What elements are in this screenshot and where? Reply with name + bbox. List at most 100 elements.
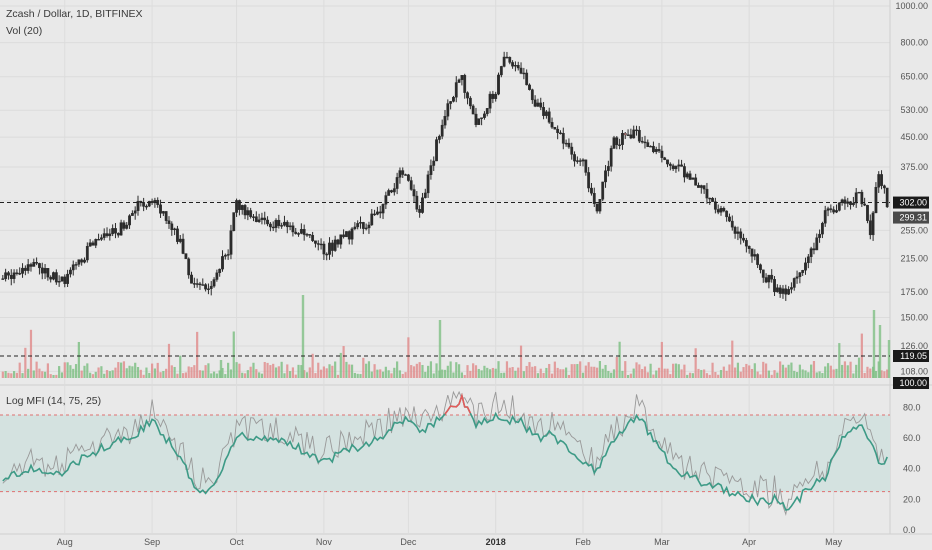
- candle-body: [370, 213, 374, 226]
- volume-legend[interactable]: Vol (20): [6, 25, 43, 37]
- candle-body: [297, 233, 300, 235]
- candle-body: [88, 242, 92, 247]
- candle-body: [195, 283, 199, 285]
- volume-bar: [97, 367, 100, 378]
- candle-body: [556, 128, 560, 134]
- candle-body: [333, 239, 337, 251]
- volume-bar: [714, 371, 717, 378]
- volume-bar: [176, 373, 179, 378]
- candle-body: [615, 137, 619, 146]
- chart-title[interactable]: Zcash / Dollar, 1D, BITFINEX: [6, 8, 143, 20]
- candle-body: [468, 97, 472, 107]
- candle-body: [452, 97, 455, 102]
- price-candles: [1, 51, 889, 301]
- candle-body: [621, 133, 624, 145]
- candle-body: [260, 217, 264, 220]
- candle-body: [502, 56, 506, 67]
- volume-bar: [387, 370, 390, 378]
- volume-bar: [111, 370, 114, 378]
- candle-body: [398, 170, 402, 178]
- candle-body: [218, 268, 222, 274]
- volume-bar: [365, 363, 368, 378]
- candle-body: [823, 210, 827, 224]
- candle-body: [221, 256, 224, 270]
- candle-body: [40, 267, 44, 274]
- candle-body: [412, 189, 416, 197]
- volume-line-tag-bg: [893, 350, 929, 362]
- volume-bar: [331, 365, 334, 378]
- volume-bar: [877, 361, 880, 378]
- volume-bar: [27, 368, 30, 378]
- candle-body: [863, 203, 867, 206]
- candle-body: [111, 228, 115, 235]
- candle-body: [671, 165, 675, 170]
- candle-body: [519, 67, 523, 74]
- volume-bar: [559, 369, 562, 378]
- volume-bar: [598, 361, 602, 378]
- volume-bar: [156, 362, 159, 378]
- price-tick-label: 215.00: [900, 253, 928, 263]
- candle-body: [877, 174, 881, 188]
- candle-body: [483, 113, 486, 118]
- volume-spike: [878, 325, 882, 378]
- candle-body: [643, 141, 647, 144]
- volume-bar: [38, 368, 41, 378]
- volume-spike: [887, 340, 891, 378]
- candle-body: [592, 193, 596, 204]
- volume-bar: [550, 373, 554, 378]
- volume-bar: [198, 370, 202, 378]
- volume-bar: [852, 373, 855, 378]
- mfi-legend[interactable]: Log MFI (14, 75, 25): [6, 395, 102, 407]
- time-tick-label: May: [825, 537, 843, 547]
- volume-bar: [367, 361, 371, 378]
- candle-body: [263, 217, 267, 221]
- volume-bar: [4, 371, 7, 378]
- candle-body: [170, 223, 174, 230]
- volume-bar: [776, 372, 779, 378]
- candle-body: [719, 208, 723, 213]
- volume-bar: [353, 372, 356, 378]
- volume-bar: [652, 374, 655, 378]
- volume-bar: [826, 363, 830, 378]
- volume-bar: [32, 370, 35, 378]
- volume-bar: [581, 372, 585, 378]
- candle-body: [178, 238, 182, 242]
- candle-body: [406, 174, 410, 181]
- volume-bar: [474, 365, 478, 378]
- candle-body: [46, 268, 50, 278]
- volume-bar: [255, 369, 258, 378]
- candle-body: [637, 129, 641, 142]
- volume-bar: [666, 368, 669, 378]
- candle-body: [376, 211, 379, 215]
- time-tick-label: Sep: [144, 537, 160, 547]
- candle-body: [91, 242, 95, 246]
- candle-body: [29, 264, 33, 267]
- volume-bar: [165, 368, 168, 378]
- candle-body: [150, 201, 154, 204]
- candle-body: [764, 277, 768, 283]
- candle-body: [212, 279, 216, 287]
- candle-body: [421, 197, 424, 213]
- candle-body: [485, 108, 489, 115]
- candle-body: [99, 237, 103, 240]
- candle-body: [736, 231, 740, 234]
- volume-bar: [886, 369, 889, 378]
- volume-bar: [728, 364, 731, 378]
- candle-body: [882, 185, 886, 189]
- candle-body: [798, 272, 802, 277]
- price-tick-label: 375.00: [900, 162, 928, 172]
- candle-body: [818, 233, 821, 238]
- volume-bar: [672, 363, 675, 378]
- volume-bar: [587, 362, 590, 378]
- price-tick-label: 650.00: [900, 72, 928, 82]
- volume-bar: [486, 367, 489, 378]
- candle-body: [60, 276, 64, 282]
- candle-body: [330, 242, 334, 251]
- candle-body: [835, 210, 838, 213]
- time-tick-label: Dec: [400, 537, 417, 547]
- candle-body: [739, 231, 743, 239]
- volume-axis-tag: 100.00: [899, 378, 927, 388]
- volume-bar: [105, 370, 109, 378]
- volume-bar: [863, 372, 866, 378]
